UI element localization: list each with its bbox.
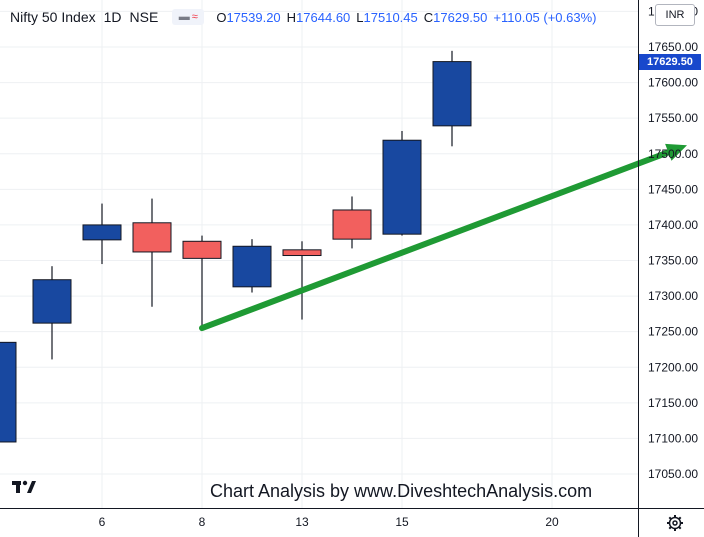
- time-tick-label: 6: [99, 515, 106, 529]
- candle: [232, 239, 272, 293]
- candle-body: [82, 224, 122, 241]
- price-tick-label: 17250.00: [648, 325, 698, 339]
- candle: [132, 198, 172, 307]
- candle-body: [332, 209, 372, 240]
- candle-body: [0, 341, 17, 443]
- time-axis: 6 8 13 15 20: [0, 508, 704, 529]
- candle: [432, 50, 472, 147]
- price-tick-label: 17200.00: [648, 360, 698, 374]
- price-tick-label: 17500.00: [648, 147, 698, 161]
- price-tick-label: 17350.00: [648, 254, 698, 268]
- ohlc-low: L17510.45: [356, 9, 418, 25]
- price-axis: 17050.00 17100.00 17150.00 17200.00 17250.00…: [638, 0, 698, 537]
- candle: [0, 341, 17, 443]
- candle: [382, 130, 422, 236]
- candle: [32, 266, 72, 360]
- price-tick-label: 17300.00: [648, 289, 698, 303]
- trend-arrow-icon: [199, 143, 687, 332]
- currency-button[interactable]: INR: [655, 4, 695, 26]
- gear-icon[interactable]: [666, 514, 684, 532]
- candle: [332, 196, 372, 249]
- candle-body: [432, 61, 472, 127]
- symbol-name[interactable]: Nifty 50 Index: [10, 9, 96, 25]
- last-price-label: 17629.50: [639, 54, 701, 70]
- price-tick-label: 17450.00: [648, 182, 698, 196]
- candle-body: [182, 240, 222, 259]
- time-tick-label: 20: [545, 515, 559, 529]
- candle-body: [232, 245, 272, 288]
- tradingview-logo-icon[interactable]: [12, 478, 38, 496]
- compare-toggle[interactable]: ▬ ≈: [172, 9, 205, 25]
- chart-legend: Nifty 50 Index 1D NSE ▬ ≈ O17539.20 H176…: [10, 8, 597, 26]
- candles: [0, 50, 472, 443]
- candle: [282, 241, 322, 320]
- price-tick-label: 17050.00: [648, 467, 698, 481]
- price-tick-label: 17650.00: [648, 40, 698, 54]
- timeframe[interactable]: 1D: [103, 9, 122, 25]
- price-tick-label: 17550.00: [648, 111, 698, 125]
- candle-body: [382, 139, 422, 235]
- trend-arrow-head: [665, 143, 687, 161]
- price-tick-label: 17400.00: [648, 218, 698, 232]
- price-tick-label: 17100.00: [648, 431, 698, 445]
- approx-icon: ≈: [191, 11, 198, 23]
- exchange: NSE: [129, 9, 159, 25]
- candle-body: [132, 222, 172, 253]
- candle: [182, 235, 222, 329]
- candle-body: [282, 249, 322, 257]
- price-tick-label: 17600.00: [648, 76, 698, 90]
- ohlc-open: O17539.20: [216, 9, 281, 25]
- price-change: +110.05 (+0.63%): [493, 9, 597, 25]
- candle-body: [32, 279, 72, 324]
- ohlc-close: C17629.50: [423, 9, 488, 25]
- minus-icon: ▬: [178, 11, 190, 23]
- ohlc-high: H17644.60: [286, 9, 351, 25]
- candle: [82, 203, 122, 265]
- trend-arrow-shaft: [199, 149, 672, 332]
- price-tick-label: 17150.00: [648, 396, 698, 410]
- watermark-text: Chart Analysis by www.DiveshtechAnalysis…: [210, 481, 593, 501]
- time-tick-label: 15: [395, 515, 409, 529]
- time-tick-label: 13: [295, 515, 309, 529]
- time-tick-label: 8: [199, 515, 206, 529]
